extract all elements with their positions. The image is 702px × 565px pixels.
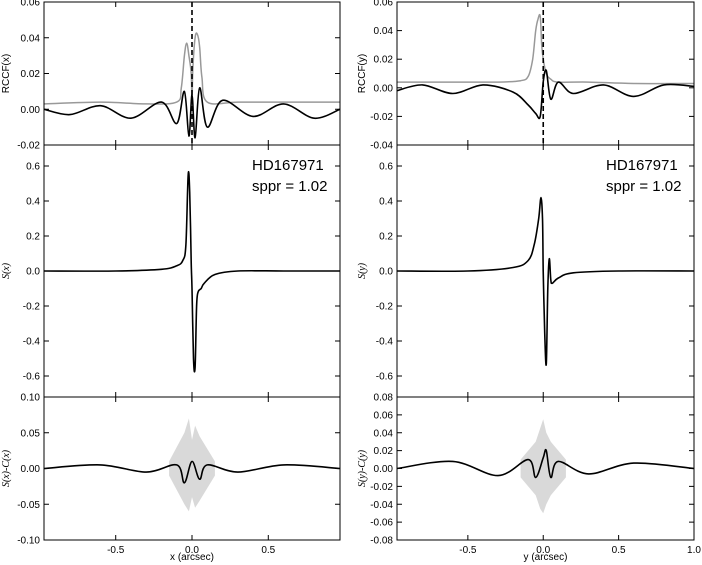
series-line-0 — [44, 170, 340, 373]
series-line-0 — [397, 448, 694, 479]
y-tick-label: -0.02 — [370, 482, 393, 493]
y-tick-label: 0.08 — [374, 393, 394, 404]
y-tick-label: 0.2 — [26, 232, 40, 243]
x-axis-label: y (arcsec) — [524, 552, 568, 563]
y-tick-label: 0.02 — [374, 446, 394, 457]
y-tick-label: 0.4 — [379, 197, 393, 208]
y-tick-label: 0.02 — [374, 55, 394, 66]
y-tick-label: 0.06 — [374, 0, 394, 9]
panel-right-top: -0.04 -0.02 0.00 0.02 0.04 0.06 RCCF(y) — [357, 0, 695, 152]
y-tick-label: 0.10 — [21, 393, 41, 404]
y-tick-label: -0.08 — [370, 536, 393, 547]
y-tick-label: 0.00 — [21, 105, 41, 116]
x-tick-label: 1.0 — [687, 545, 701, 556]
star-name-annotation: HD167971 — [606, 157, 678, 174]
y-tick-label: 0.06 — [374, 410, 394, 421]
panel-left-middle: -0.6 -0.4 -0.2 0.0 0.2 0.4 0.6 S(x) HD167971 sppr… — [1, 144, 341, 398]
y-tick-label: -0.6 — [23, 372, 41, 383]
y-tick-label: -0.4 — [376, 337, 394, 348]
y-tick-label: -0.02 — [370, 112, 393, 123]
y-tick-label: 0.04 — [374, 26, 394, 37]
y-tick-label: -0.02 — [17, 141, 40, 152]
panel-left-top: -0.02 0.00 0.02 0.04 0.06 RCCF(x) — [1, 0, 341, 152]
y-tick-label: 0.00 — [21, 464, 41, 475]
x-tick-label: 0.0 — [536, 545, 550, 556]
y-tick-label: 0.6 — [379, 162, 393, 173]
y-tick-label: -0.2 — [376, 302, 394, 313]
error-band — [169, 418, 215, 512]
x-axis-label: x (arcsec) — [170, 552, 214, 563]
y-tick-label: -0.4 — [23, 337, 41, 348]
y-tick-label: 0.05 — [21, 428, 41, 439]
y-axis-label: RCCF(x) — [1, 54, 12, 93]
y-tick-label: -0.05 — [17, 500, 40, 511]
y-axis-label: S(x) — [1, 262, 12, 279]
y-tick-label: -0.10 — [17, 536, 40, 547]
star-name-annotation: HD167971 — [252, 157, 324, 174]
y-tick-label: 0.0 — [26, 267, 40, 278]
sppr-annotation: sppr = 1.02 — [606, 178, 681, 195]
x-tick-label: -0.5 — [459, 545, 477, 556]
y-tick-label: 0.00 — [374, 83, 394, 94]
y-tick-label: 0.04 — [374, 428, 394, 439]
sppr-annotation: sppr = 1.02 — [252, 178, 327, 195]
x-tick-label: 0.0 — [185, 545, 199, 556]
y-axis-label: S(x)-C(x) — [1, 449, 12, 487]
y-axis-label: S(y) — [357, 262, 368, 279]
x-tick-label: 0.5 — [261, 545, 275, 556]
panel-right-middle: -0.6 -0.4 -0.2 0.0 0.2 0.4 0.6 S(y) HD167971 sppr… — [357, 144, 695, 398]
y-tick-label: 0.06 — [21, 0, 41, 9]
error-band — [520, 419, 566, 514]
series-line-0 — [44, 460, 340, 484]
y-axis-label: S(y)-C(y) — [357, 449, 368, 487]
x-tick-label: 0.5 — [612, 545, 626, 556]
x-tick-label: -0.5 — [107, 545, 125, 556]
y-axis-label: RCCF(y) — [357, 54, 368, 93]
y-tick-label: -0.6 — [376, 372, 394, 383]
y-tick-label: 0.00 — [374, 464, 394, 475]
y-tick-label: -0.04 — [370, 500, 393, 511]
series-line-0 — [397, 13, 694, 85]
y-tick-label: 0.04 — [21, 33, 41, 44]
y-tick-label: -0.2 — [23, 302, 41, 313]
series-line-0 — [397, 196, 694, 366]
series-line-1 — [397, 69, 694, 120]
y-tick-label: -0.06 — [370, 518, 393, 529]
y-tick-label: 0.0 — [379, 267, 393, 278]
y-tick-label: 0.2 — [379, 232, 393, 243]
y-tick-label: 0.6 — [26, 162, 40, 173]
panel-left-bottom: -0.10 -0.05 0.00 0.05 0.10 -0.5 0.0 0.5 S(x)-C(x… — [1, 393, 341, 563]
y-tick-label: 0.02 — [21, 69, 41, 80]
y-tick-label: -0.04 — [370, 141, 393, 152]
y-tick-label: 0.4 — [26, 197, 40, 208]
panel-right-bottom: -0.08 -0.06 -0.04 -0.02 0.00 0.02 0.04 0.06 0.08… — [357, 393, 701, 564]
